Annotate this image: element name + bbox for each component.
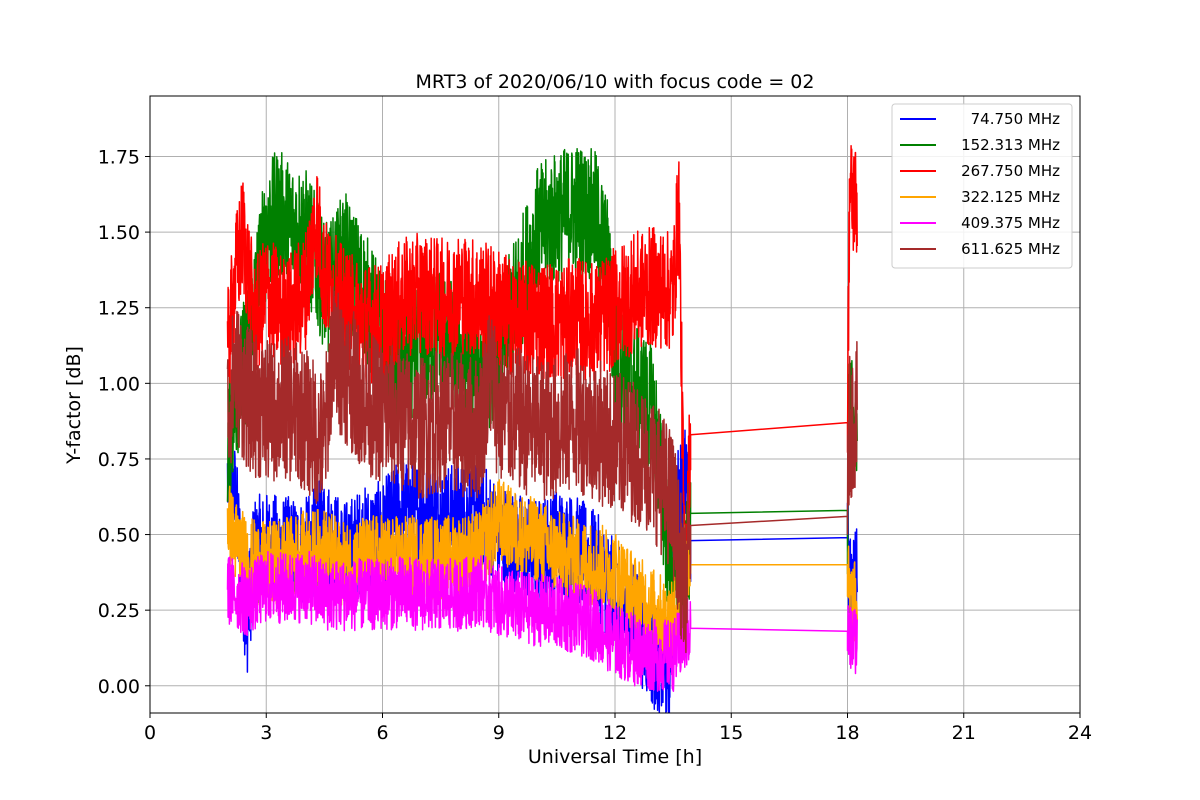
- legend-label: 409.375 MHz: [961, 214, 1060, 232]
- x-tick-label: 12: [603, 722, 627, 744]
- legend: 74.750 MHz 152.313 MHz 267.750 MHz 322.125 …: [891, 103, 1073, 269]
- y-axis-label: Y-factor [dB]: [63, 346, 85, 465]
- series-line-5: [226, 286, 858, 654]
- y-tick-label: 1.75: [98, 146, 140, 168]
- legend-label: 267.750 MHz: [961, 162, 1060, 180]
- x-tick-label: 6: [376, 722, 388, 744]
- x-tick-label: 3: [260, 722, 272, 744]
- legend-label: 152.313 MHz: [961, 136, 1060, 154]
- y-tick-label: 1.25: [98, 298, 140, 320]
- y-tick-label: 0.75: [98, 449, 140, 471]
- legend-label: 611.625 MHz: [961, 240, 1060, 258]
- x-tick-label: 0: [144, 722, 156, 744]
- y-tick-label: 1.50: [98, 222, 140, 244]
- legend-box: [891, 103, 1073, 269]
- y-tick-label: 0.00: [98, 676, 140, 698]
- x-tick-label: 24: [1068, 722, 1092, 744]
- series-layer: [226, 145, 858, 713]
- x-tick-label: 9: [493, 722, 505, 744]
- x-axis-label: Universal Time [h]: [528, 746, 702, 768]
- tick-layer: 0 3 6 9 12 15 18 21 24 0.00 0.25 0.50 0.75 1.00 1.25 1.…: [98, 146, 1092, 744]
- y-tick-label: 0.25: [98, 600, 140, 622]
- series-line-2: [226, 145, 858, 609]
- y-tick-label: 1.00: [98, 373, 140, 395]
- x-tick-label: 18: [835, 722, 859, 744]
- x-tick-label: 21: [952, 722, 976, 744]
- y-tick-label: 0.50: [98, 525, 140, 547]
- chart-title: MRT3 of 2020/06/10 with focus code = 02: [416, 71, 815, 93]
- legend-label: 74.750 MHz: [971, 110, 1060, 128]
- x-tick-label: 15: [719, 722, 743, 744]
- legend-label: 322.125 MHz: [961, 188, 1060, 206]
- series-line-4: [226, 550, 858, 693]
